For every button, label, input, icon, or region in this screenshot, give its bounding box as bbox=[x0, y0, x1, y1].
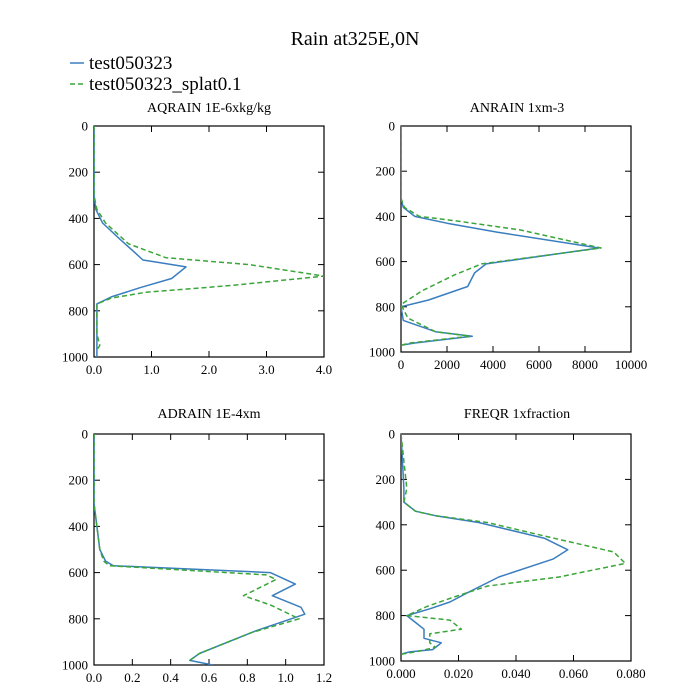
y-tick-label: 400 bbox=[69, 211, 89, 226]
panel-title: FREQR 1xfraction bbox=[464, 407, 570, 422]
x-tick-label: 0.040 bbox=[501, 666, 530, 681]
series-line-test050323 bbox=[94, 126, 187, 357]
plot-frame bbox=[93, 433, 325, 666]
panel-aqrain: AQRAIN 1E-6xkg/kg 0 200 400 600 800 10000.0 1.… bbox=[62, 101, 332, 377]
panel-title: AQRAIN 1E-6xkg/kg bbox=[147, 101, 271, 116]
series-line-test050323-splat0-1 bbox=[94, 126, 324, 351]
series-line-test050323 bbox=[401, 126, 600, 346]
x-tick-label: 0.060 bbox=[559, 666, 588, 681]
y-tick-label: 600 bbox=[376, 254, 396, 269]
y-tick-label: 1000 bbox=[62, 658, 88, 673]
x-tick-label: 0.6 bbox=[201, 670, 218, 685]
y-tick-label: 800 bbox=[69, 611, 89, 626]
y-tick-label: 0 bbox=[82, 119, 89, 134]
series-line-test050323 bbox=[94, 434, 306, 665]
x-tick-label: 1.0 bbox=[143, 362, 159, 377]
series-line-test050323-splat0-1 bbox=[401, 434, 627, 655]
x-tick-label: 4000 bbox=[480, 357, 506, 372]
x-tick-label: 0.4 bbox=[163, 670, 180, 685]
y-tick-label: 200 bbox=[376, 472, 396, 487]
x-tick-label: 0.0 bbox=[86, 670, 102, 685]
legend: test050323 test050323_splat0.1 bbox=[70, 53, 242, 95]
y-tick-label: 0 bbox=[389, 119, 396, 134]
y-tick-label: 600 bbox=[69, 257, 89, 272]
series-line-test050323 bbox=[401, 434, 569, 655]
x-tick-label: 0.080 bbox=[616, 666, 645, 681]
y-tick-label: 400 bbox=[69, 519, 89, 534]
y-tick-label: 400 bbox=[376, 209, 396, 224]
y-tick-label: 800 bbox=[376, 299, 396, 314]
x-tick-label: 2.0 bbox=[201, 362, 217, 377]
y-tick-label: 200 bbox=[69, 165, 89, 180]
legend-label-1: test050323_splat0.1 bbox=[89, 74, 242, 95]
y-tick-label: 0 bbox=[82, 427, 89, 442]
x-tick-label: 4.0 bbox=[316, 362, 332, 377]
x-tick-label: 0.8 bbox=[239, 670, 255, 685]
y-tick-label: 1000 bbox=[369, 345, 395, 360]
panel-title: ADRAIN 1E-4xm bbox=[157, 407, 260, 422]
panel-freqr: FREQR 1xfraction 0 200 400 600 800 10000.000 0… bbox=[369, 407, 646, 681]
x-tick-label: 8000 bbox=[572, 357, 598, 372]
x-tick-label: 0.0 bbox=[86, 362, 102, 377]
x-tick-label: 1.0 bbox=[278, 670, 294, 685]
y-tick-label: 600 bbox=[376, 563, 396, 578]
main-title: Rain at325E,0N bbox=[291, 28, 420, 50]
x-tick-label: 6000 bbox=[526, 357, 552, 372]
legend-label-0: test050323 bbox=[89, 53, 172, 74]
x-tick-label: 1.2 bbox=[316, 670, 332, 685]
x-tick-label: 10000 bbox=[615, 357, 648, 372]
y-tick-label: 200 bbox=[69, 473, 89, 488]
panel-adrain: ADRAIN 1E-4xm 0 200 400 600 800 10000.0 0.2 0.4… bbox=[62, 407, 332, 685]
y-tick-label: 400 bbox=[376, 517, 396, 532]
series-line-test050323-splat0-1 bbox=[94, 434, 300, 662]
y-tick-label: 800 bbox=[376, 608, 396, 623]
plot-frame bbox=[400, 125, 632, 353]
x-tick-label: 2000 bbox=[434, 357, 460, 372]
y-tick-label: 1000 bbox=[62, 350, 88, 365]
y-tick-label: 600 bbox=[69, 565, 89, 580]
x-tick-label: 0.2 bbox=[124, 670, 140, 685]
x-tick-label: 0.000 bbox=[386, 666, 415, 681]
plot-frame bbox=[93, 125, 325, 358]
y-tick-label: 0 bbox=[389, 427, 396, 442]
y-tick-label: 800 bbox=[69, 303, 89, 318]
y-tick-label: 1000 bbox=[369, 654, 395, 669]
panel-title: ANRAIN 1xm-3 bbox=[470, 101, 565, 116]
series-line-test050323-splat0-1 bbox=[401, 126, 602, 346]
x-tick-label: 0.020 bbox=[444, 666, 473, 681]
y-tick-label: 200 bbox=[376, 164, 396, 179]
x-tick-label: 3.0 bbox=[258, 362, 274, 377]
x-tick-label: 0 bbox=[398, 357, 405, 372]
